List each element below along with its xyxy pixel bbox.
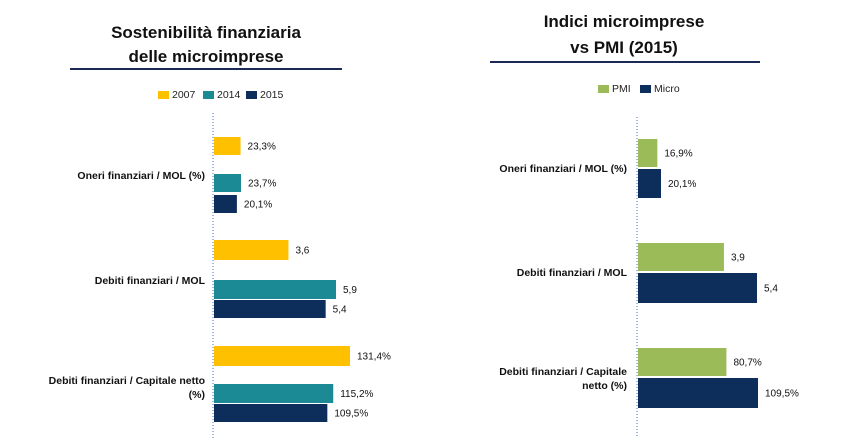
chart-title-line: Indici microimprese (544, 12, 705, 31)
legend-label: 2015 (260, 89, 284, 101)
bar-2015 (214, 300, 326, 318)
data-label: 3,6 (295, 246, 309, 257)
bar-PMI (638, 139, 658, 167)
legend-swatch (158, 91, 169, 99)
bar-PMI (638, 348, 727, 376)
data-label: 20,1% (668, 179, 696, 190)
bar-2015 (214, 404, 328, 422)
bar-Micro (638, 273, 757, 303)
legend-swatch (246, 91, 257, 99)
legend-swatch (640, 85, 651, 93)
data-label: 16,9% (664, 149, 692, 160)
data-label: 115,2% (340, 389, 373, 400)
bar-PMI (638, 243, 724, 271)
bar-2007 (214, 346, 350, 366)
legend-label: PMI (612, 83, 631, 95)
data-label: 109,5% (765, 389, 799, 400)
bar-2015 (214, 195, 237, 213)
bar-Micro (638, 378, 758, 408)
data-label: 5,9 (343, 285, 357, 296)
legend-swatch (598, 85, 609, 93)
bar-2014 (214, 174, 241, 192)
category-label: netto (%) (582, 380, 627, 392)
data-label: 3,9 (731, 253, 745, 264)
data-label: 20,1% (244, 200, 272, 211)
bar-2007 (214, 240, 289, 260)
data-label: 5,4 (333, 305, 347, 316)
data-label: 131,4% (357, 352, 391, 363)
category-label: Oneri finanziari / MOL (%) (77, 170, 205, 182)
chart-title-line: vs PMI (2015) (570, 38, 678, 57)
chart-title-line: delle microimprese (129, 47, 284, 66)
category-label: (%) (189, 389, 205, 401)
data-label: 109,5% (334, 409, 368, 420)
data-label: 23,7% (248, 179, 276, 190)
bar-2007 (214, 137, 241, 155)
data-label: 80,7% (733, 358, 761, 369)
category-label: Oneri finanziari / MOL (%) (499, 163, 627, 175)
bar-Micro (638, 169, 661, 198)
bar-2014 (214, 280, 336, 299)
legend-swatch (203, 91, 214, 99)
category-label: Debiti finanziari / Capitale netto (49, 375, 205, 387)
chart-title-line: Sostenibilità finanziaria (111, 23, 301, 42)
data-label: 23,3% (248, 142, 276, 153)
bar-2014 (214, 384, 334, 403)
legend-label: Micro (654, 83, 680, 95)
category-label: Debiti finanziari / MOL (95, 275, 206, 287)
legend-label: 2007 (172, 89, 196, 101)
legend-label: 2014 (217, 89, 241, 101)
category-label: Debiti finanziari / Capitale (499, 366, 627, 378)
category-label: Debiti finanziari / MOL (517, 267, 628, 279)
data-label: 5,4 (764, 284, 778, 295)
